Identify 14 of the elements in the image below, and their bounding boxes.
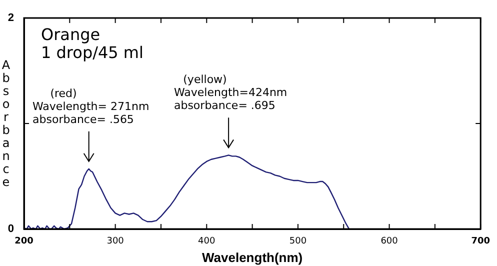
- y-axis-title: Absorbance: [0, 58, 13, 188]
- annotation: (yellow) Wavelength=424nm absorbance= .695: [174, 73, 288, 112]
- x-axis-title: Wavelength(nm): [202, 250, 303, 265]
- x-tick-label: 200: [14, 236, 34, 247]
- text: 1 drop/45 ml: [41, 43, 144, 62]
- annotation: (red) Wavelength= 271nm absorbance= .565: [32, 86, 150, 126]
- y-tick-label: 0: [8, 223, 14, 236]
- y-tick-label: 2: [8, 12, 14, 24]
- x-tick-label: 400: [198, 236, 216, 247]
- text: Orange: [41, 25, 100, 44]
- x-tick-label: 600: [380, 236, 398, 247]
- x-tick-label: 300: [106, 236, 124, 247]
- x-tick-label: 700: [471, 236, 490, 247]
- x-tick-label: 500: [289, 236, 307, 247]
